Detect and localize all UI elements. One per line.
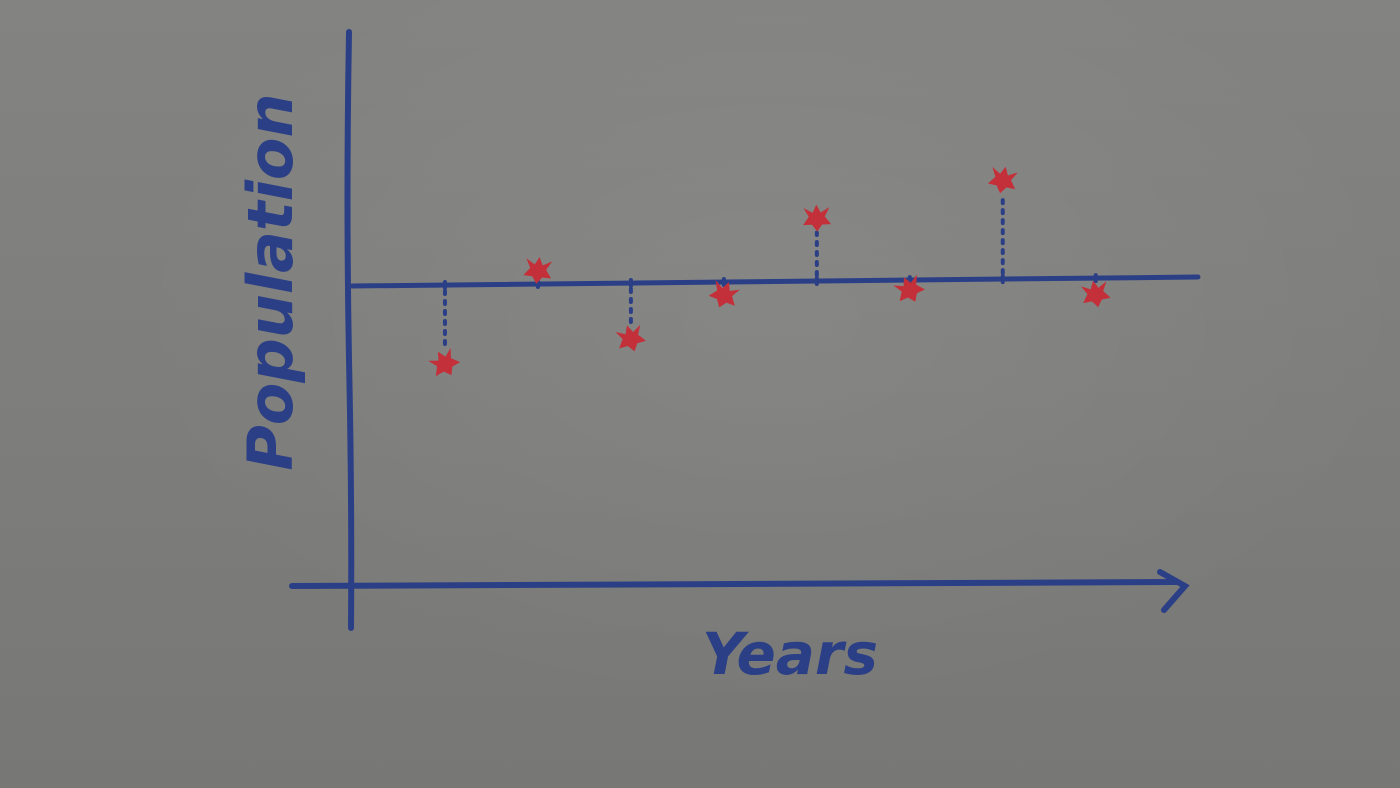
y-axis bbox=[344, 29, 355, 631]
data-point bbox=[428, 347, 461, 377]
data-point bbox=[803, 204, 832, 232]
x-axis bbox=[289, 579, 1179, 589]
x-axis-arrowhead bbox=[1157, 569, 1190, 613]
chart-marks bbox=[349, 166, 1201, 377]
data-point bbox=[1080, 280, 1111, 308]
data-point bbox=[708, 280, 740, 308]
data-point bbox=[523, 256, 553, 284]
data-point bbox=[987, 166, 1018, 194]
data-point bbox=[615, 324, 647, 352]
zero-reference-line bbox=[349, 274, 1201, 289]
x-axis-label: Years bbox=[702, 620, 878, 688]
y-axis-label: Population bbox=[234, 93, 307, 470]
data-point bbox=[893, 274, 926, 302]
